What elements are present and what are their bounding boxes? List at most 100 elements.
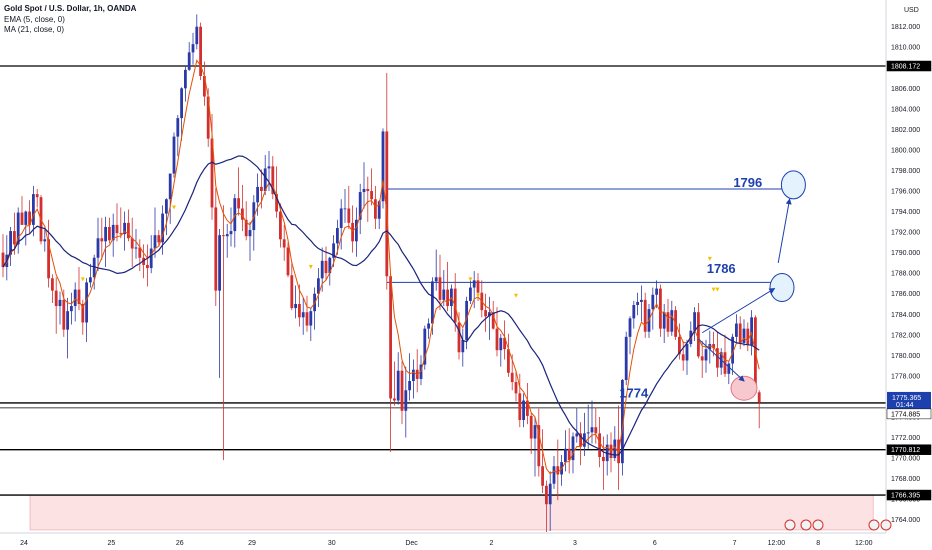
candle — [484, 310, 487, 317]
level-label: 1766.395 — [891, 493, 920, 500]
candle — [685, 344, 689, 361]
candle — [624, 336, 628, 380]
candle — [77, 289, 81, 304]
candle — [142, 257, 145, 265]
candle — [309, 311, 313, 326]
candle — [256, 186, 259, 203]
candle — [370, 191, 373, 200]
candle — [579, 433, 582, 447]
candle — [203, 75, 206, 97]
candle — [260, 186, 263, 192]
y-tick-label: 1778.000 — [891, 373, 920, 380]
y-tick-label: 1810.000 — [891, 45, 920, 52]
candle — [317, 278, 320, 294]
candle — [328, 257, 332, 274]
signal-marker — [172, 205, 176, 210]
flag-icon[interactable] — [880, 519, 892, 531]
candle — [176, 118, 180, 137]
candle — [290, 275, 294, 309]
candle — [537, 425, 541, 467]
candle — [47, 239, 50, 279]
candle — [210, 138, 214, 208]
candle — [62, 299, 66, 330]
candle — [324, 260, 328, 274]
flag-icon[interactable] — [868, 519, 880, 531]
candle — [545, 485, 548, 505]
candle — [267, 166, 271, 169]
candle — [404, 390, 408, 411]
level-badge — [886, 489, 932, 501]
y-tick-label: 1798.000 — [891, 168, 920, 175]
candle — [389, 276, 392, 399]
candle — [89, 277, 92, 283]
y-tick-label: 1786.000 — [891, 291, 920, 298]
candle — [172, 136, 176, 174]
candle — [32, 194, 35, 225]
price-axis — [886, 0, 932, 550]
candle — [590, 427, 594, 433]
candle — [522, 400, 525, 421]
signal-marker — [468, 277, 473, 282]
candle — [575, 433, 579, 437]
candle — [70, 306, 73, 312]
candle — [541, 466, 544, 486]
candle — [643, 299, 647, 332]
candle — [499, 337, 503, 351]
candle — [640, 299, 643, 302]
candle — [712, 344, 715, 349]
y-tick-label: 1764.000 — [891, 517, 920, 524]
x-tick-label: 7 — [733, 540, 737, 547]
candle — [434, 277, 438, 282]
candle — [111, 224, 115, 241]
candle — [248, 230, 252, 237]
candle — [275, 194, 278, 212]
candle — [632, 305, 636, 319]
candle — [662, 312, 666, 329]
candle — [263, 168, 267, 192]
candle — [427, 323, 430, 329]
y-tick-label: 1784.000 — [891, 312, 920, 319]
flag-icon[interactable] — [784, 519, 796, 531]
candle — [119, 233, 123, 235]
y-tick-label: 1794.000 — [891, 209, 920, 216]
projection-arrow — [777, 198, 792, 263]
y-tick-label: 1806.000 — [891, 86, 920, 93]
countdown-label: 01:44 — [896, 402, 914, 409]
candle — [727, 363, 731, 374]
x-tick-label: 6 — [653, 540, 657, 547]
candle — [149, 248, 153, 269]
candle — [446, 289, 449, 307]
candle — [491, 312, 495, 329]
candle — [199, 26, 202, 76]
level-badge — [886, 408, 932, 420]
candle — [742, 328, 746, 344]
y-tick-label: 1780.000 — [891, 353, 920, 360]
candle — [750, 317, 753, 346]
candle — [731, 336, 734, 364]
y-tick-label: 1768.000 — [891, 476, 920, 483]
level-label: 1770.812 — [891, 447, 920, 454]
candle — [735, 323, 738, 337]
flag-icon[interactable] — [812, 519, 824, 531]
candle — [510, 372, 514, 383]
target-circle — [730, 375, 758, 401]
candle — [393, 398, 396, 401]
candle — [507, 349, 510, 373]
candle — [73, 289, 77, 307]
level-badge — [886, 60, 932, 72]
candle — [693, 312, 696, 331]
x-tick-label: 2 — [489, 540, 493, 547]
signal-marker — [711, 287, 716, 292]
candle — [374, 199, 377, 219]
candle — [697, 312, 700, 357]
ema-legend: EMA (5, close, 0) — [4, 14, 65, 24]
candle — [678, 336, 681, 355]
candle — [108, 226, 111, 241]
ma-line — [2, 155, 760, 456]
candle — [336, 227, 339, 244]
candle — [191, 44, 195, 53]
candle — [738, 323, 742, 344]
candle — [271, 166, 275, 195]
flag-icon[interactable] — [800, 519, 812, 531]
